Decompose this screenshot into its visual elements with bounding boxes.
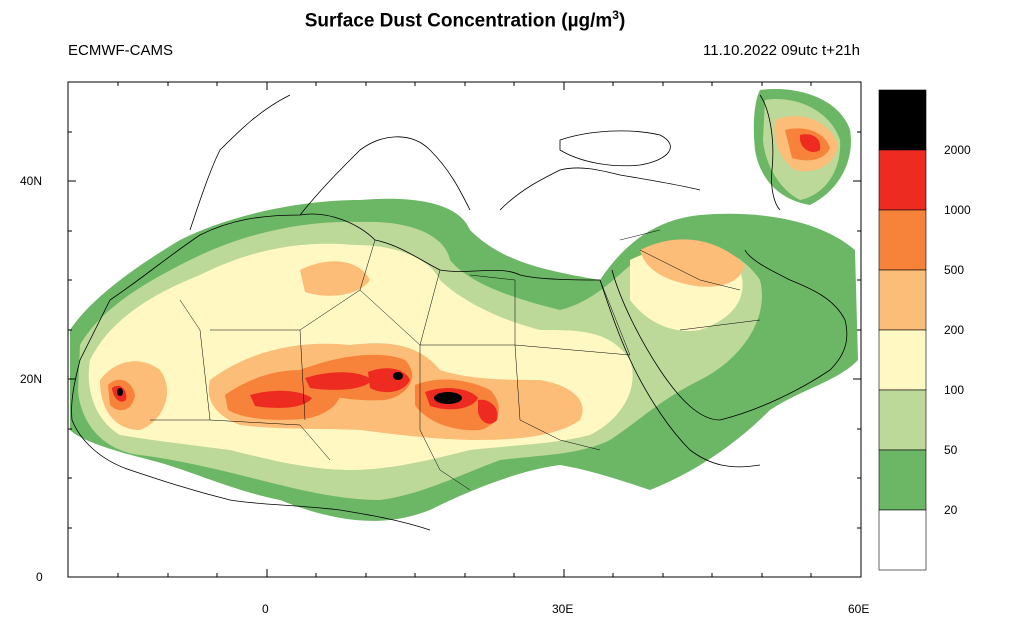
x-tick-label-30e: 30E bbox=[552, 602, 574, 616]
dust-2000-region-chad bbox=[434, 392, 462, 404]
colorbar-box-5 bbox=[878, 389, 927, 451]
dust-1000-region-niger bbox=[305, 372, 372, 390]
dust-200-region-tunisia bbox=[300, 261, 370, 296]
colorbar-box-1 bbox=[878, 149, 927, 211]
colorbar bbox=[878, 89, 927, 571]
africa-north-coast bbox=[109, 213, 601, 301]
colorbar-label-2000: 2000 bbox=[944, 143, 971, 157]
caspian-sea bbox=[759, 94, 781, 211]
dust-1000-region-mali bbox=[250, 390, 312, 408]
y-tick-label-40n: 40N bbox=[20, 174, 43, 188]
colorbar-box-0 bbox=[878, 89, 927, 151]
colorbar-label-100: 100 bbox=[944, 383, 965, 397]
colorbar-label-200: 200 bbox=[944, 323, 965, 337]
africa-west-coast bbox=[71, 299, 431, 531]
dust-field bbox=[70, 89, 858, 521]
colorbar-label-50: 50 bbox=[944, 443, 958, 457]
dust-20-region-east bbox=[719, 227, 847, 360]
x-tick-label-60e: 60E bbox=[848, 602, 870, 616]
europe-coast bbox=[189, 94, 701, 231]
colorbar-box-4 bbox=[878, 329, 927, 391]
red-sea-west bbox=[599, 279, 761, 468]
colorbar-box-6 bbox=[878, 449, 927, 511]
colorbar-box-2 bbox=[878, 209, 927, 271]
arabia-coast bbox=[611, 249, 848, 421]
dust-1000-region-caspian bbox=[800, 134, 821, 152]
country-borders bbox=[150, 229, 761, 491]
forecast-time-label: 11.10.2022 09utc t+21h bbox=[703, 42, 860, 59]
black-sea bbox=[559, 130, 671, 167]
chart-title: Surface Dust Concentration (µg/m3) bbox=[304, 8, 626, 32]
colorbar-label-20: 20 bbox=[944, 503, 958, 517]
colorbar-label-500: 500 bbox=[944, 263, 965, 277]
y-tick-label-0: 0 bbox=[36, 570, 43, 584]
dust-200-region-arabia bbox=[640, 239, 745, 287]
colorbar-box-3 bbox=[878, 269, 927, 331]
model-label: ECMWF-CAMS bbox=[68, 42, 173, 59]
colorbar-label-1000: 1000 bbox=[944, 203, 971, 217]
axis-ticks bbox=[68, 82, 861, 577]
dust-2000-region-niger bbox=[393, 372, 403, 380]
coastlines bbox=[71, 94, 848, 531]
y-tick-label-20n: 20N bbox=[20, 372, 43, 386]
x-tick-label-0: 0 bbox=[262, 602, 269, 616]
dust-2000-region-west bbox=[117, 388, 123, 396]
colorbar-box-7 bbox=[878, 509, 927, 571]
dust-1000-region-sudan bbox=[478, 399, 498, 424]
